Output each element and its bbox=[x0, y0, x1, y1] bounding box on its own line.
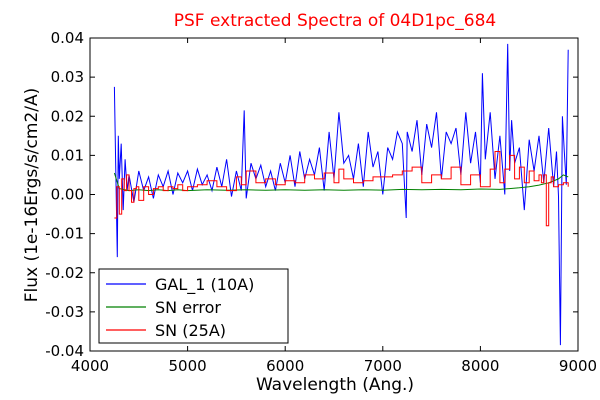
x-axis-label: Wavelength (Ang.) bbox=[256, 375, 414, 395]
series-layer bbox=[113, 43, 569, 346]
chart-legend: GAL_1 (10A) SN error SN (25A) bbox=[98, 268, 289, 344]
legend-box bbox=[98, 268, 289, 344]
axis-ticks bbox=[89, 37, 579, 352]
axis-tick-labels: 4000 5000 6000 7000 8000 9000 0.04 0.03 0.02 0.01… bbox=[45, 29, 597, 375]
y-axis-label: Flux (1e-16Ergs/s/cm2/A) bbox=[22, 88, 42, 303]
legend-label: SN (25A) bbox=[155, 321, 226, 340]
y-tick-label: -0.01 bbox=[45, 225, 84, 243]
x-tick-label: 9000 bbox=[559, 357, 597, 375]
x-tick-label: 5000 bbox=[169, 357, 207, 375]
y-tick-label: 0.01 bbox=[51, 146, 84, 164]
legend-label: SN error bbox=[155, 298, 221, 317]
y-tick-label: -0.02 bbox=[45, 264, 84, 282]
y-tick-label: -0.03 bbox=[45, 303, 84, 321]
y-tick-label: -0.04 bbox=[45, 342, 84, 360]
y-tick-label: 0.03 bbox=[51, 68, 84, 86]
series-line-2 bbox=[113, 172, 569, 192]
x-tick-label: 6000 bbox=[266, 357, 304, 375]
x-tick-label: 8000 bbox=[461, 357, 499, 375]
chart-title: PSF extracted Spectra of 04D1pc_684 bbox=[174, 11, 496, 31]
y-tick-label: 0.00 bbox=[51, 186, 84, 204]
x-tick-label: 4000 bbox=[71, 357, 109, 375]
series-line-3 bbox=[114, 151, 569, 227]
legend-label: GAL_1 (10A) bbox=[155, 275, 254, 295]
y-tick-label: 0.02 bbox=[51, 107, 84, 125]
series-line-1 bbox=[113, 43, 569, 346]
x-tick-label: 7000 bbox=[364, 357, 402, 375]
y-tick-label: 0.04 bbox=[51, 29, 84, 47]
